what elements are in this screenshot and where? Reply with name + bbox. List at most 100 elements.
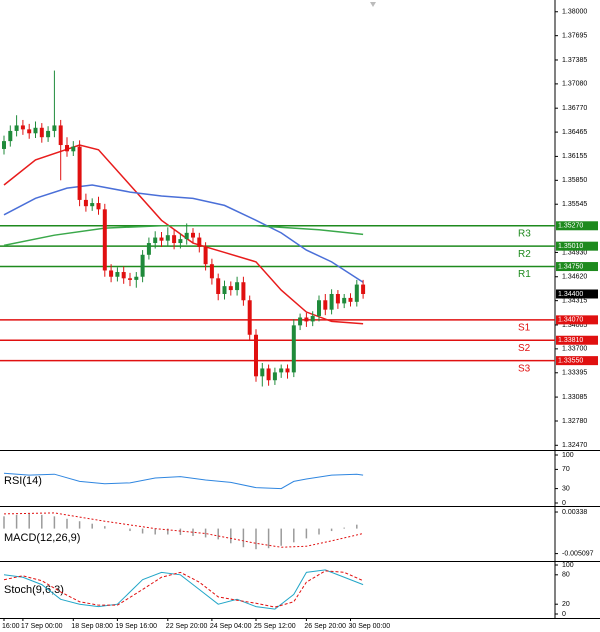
candle-body <box>83 199 88 207</box>
level-label: 1.35010 <box>558 243 583 250</box>
candle-body <box>247 300 252 335</box>
x-tick-label: 25 Sep 12:00 <box>254 623 296 630</box>
y-tick-label: 1.35545 <box>562 201 587 208</box>
macd-label: MACD(12,26,9) <box>4 532 80 544</box>
candle-body <box>121 272 126 279</box>
candle-body <box>165 235 170 241</box>
candle-body <box>310 315 315 322</box>
candle-body <box>153 237 158 244</box>
y-tick-label: 0 <box>562 611 566 618</box>
candle-body <box>46 130 51 138</box>
y-tick-label: 1.37080 <box>562 81 587 88</box>
candle-body <box>14 125 19 131</box>
level-name: S3 <box>518 363 531 374</box>
candle-body <box>342 297 347 304</box>
y-tick-label: 1.36770 <box>562 105 587 112</box>
current-price-label: 1.34400 <box>558 291 583 298</box>
candle-body <box>323 300 328 310</box>
shift-marker <box>370 2 376 7</box>
x-tick-label: 26 Sep 20:00 <box>304 623 346 630</box>
candle-body <box>317 300 321 316</box>
candle-body <box>102 209 107 271</box>
x-tick-label: 22 Sep 20:00 <box>166 623 208 630</box>
candle-body <box>335 293 340 304</box>
candle-body <box>178 239 183 244</box>
y-tick-label: 1.33700 <box>562 346 587 353</box>
y-tick-label: 20 <box>562 601 570 608</box>
candle-body <box>285 368 290 373</box>
moving-average <box>3 225 364 247</box>
candle-body <box>228 286 233 291</box>
level-label: 1.33810 <box>558 337 583 344</box>
candle-body <box>159 237 164 241</box>
candle-body <box>260 368 265 377</box>
y-tick-label: 1.33085 <box>562 394 587 401</box>
y-tick-label: 1.35850 <box>562 177 587 184</box>
rsi-label: RSI(14) <box>4 475 42 487</box>
candle-body <box>77 146 82 200</box>
y-tick-label: 100 <box>562 562 574 569</box>
level-name: S1 <box>518 323 531 334</box>
candle-body <box>140 254 145 277</box>
level-name: R3 <box>518 228 531 239</box>
candle-body <box>128 278 132 280</box>
y-tick-label: 1.32780 <box>562 418 587 425</box>
y-tick-label: 1.38000 <box>562 9 587 16</box>
level-name: R2 <box>518 249 531 260</box>
candle-body <box>2 141 6 149</box>
candle-body <box>172 235 177 244</box>
level-label: 1.33550 <box>558 357 583 364</box>
x-tick-label: 19 Sep 16:00 <box>115 623 157 630</box>
candle-body <box>304 317 309 322</box>
y-tick-label: 100 <box>562 452 574 459</box>
y-tick-label: 80 <box>562 572 570 579</box>
y-tick-label: 1.36465 <box>562 129 587 136</box>
candle-body <box>354 284 359 302</box>
y-tick-label: 1.36155 <box>562 153 587 160</box>
candle-body <box>254 334 258 377</box>
level-name: R1 <box>518 269 531 280</box>
level-box <box>556 315 598 325</box>
candle-body <box>266 368 271 381</box>
candle-body <box>134 276 139 280</box>
level-label: 1.35270 <box>558 223 583 230</box>
x-tick-label: 18 Sep 08:00 <box>71 623 113 630</box>
candle-body <box>241 282 246 301</box>
rsi-line <box>3 472 364 490</box>
candle-body <box>272 372 277 381</box>
level-box <box>556 262 598 272</box>
candle-body <box>115 272 120 277</box>
level-box <box>556 221 598 231</box>
y-tick-label: 0 <box>562 500 566 507</box>
x-tick-label: 16:00 <box>2 623 20 630</box>
stoch-label: Stoch(9,6,3) <box>4 584 64 596</box>
y-tick-label: 1.34315 <box>562 297 587 304</box>
level-label: 1.34750 <box>558 263 583 270</box>
candle-body <box>235 282 240 291</box>
candle-body <box>191 232 195 238</box>
candle-body <box>71 146 76 152</box>
candle-body <box>279 368 284 373</box>
y-tick-label: 1.32470 <box>562 442 587 449</box>
candle-body <box>329 293 334 310</box>
level-box <box>556 241 598 251</box>
level-box <box>556 335 598 345</box>
x-tick-label: 24 Sep 04:00 <box>210 623 252 630</box>
candle-body <box>109 270 114 277</box>
candle-body <box>8 130 13 142</box>
candle-body <box>209 264 214 279</box>
y-tick-label: -0.005097 <box>562 550 594 557</box>
y-tick-label: 1.34930 <box>562 249 587 256</box>
candle-body <box>216 278 221 294</box>
y-tick-label: 1.33395 <box>562 370 587 377</box>
candle-body <box>65 145 69 152</box>
y-tick-label: 0.00338 <box>562 509 587 516</box>
candle-body <box>58 125 63 146</box>
y-tick-label: 1.37695 <box>562 33 587 40</box>
y-tick-label: 70 <box>562 466 570 473</box>
candle-body <box>39 127 44 138</box>
current-price-box <box>556 289 598 299</box>
y-tick-label: 30 <box>562 485 570 492</box>
candle-body <box>291 325 296 373</box>
